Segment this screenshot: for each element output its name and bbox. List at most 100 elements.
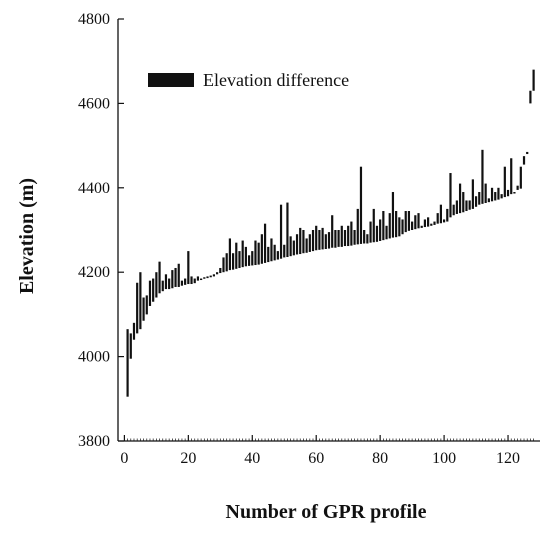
range-bar <box>324 234 327 249</box>
range-bar <box>353 230 356 245</box>
x-tick-label: 20 <box>180 450 196 467</box>
range-bar <box>161 280 164 292</box>
y-tick-label: 4200 <box>78 264 110 281</box>
range-bar <box>436 213 439 224</box>
range-bar <box>529 90 532 104</box>
range-bar <box>484 183 487 203</box>
y-tick-label: 4000 <box>78 349 110 366</box>
x-tick-label: 0 <box>120 450 128 467</box>
range-bar <box>203 277 206 279</box>
range-bar <box>251 251 254 266</box>
range-bar <box>449 173 452 218</box>
range-bar <box>401 219 404 235</box>
range-bar <box>180 280 184 286</box>
range-bar <box>391 192 395 238</box>
range-bar <box>126 329 129 397</box>
range-bar <box>187 251 190 285</box>
range-bar <box>417 213 420 229</box>
range-bar <box>455 200 458 214</box>
range-bar <box>206 276 209 279</box>
range-bar <box>350 221 353 246</box>
range-bar <box>356 208 359 245</box>
range-bar <box>318 230 321 250</box>
x-tick-label: 60 <box>308 450 324 467</box>
legend-label: Elevation difference <box>203 70 349 90</box>
range-bar <box>139 272 142 330</box>
range-bar <box>411 221 414 230</box>
range-bar <box>423 219 427 228</box>
range-bar <box>212 274 216 277</box>
range-bar <box>190 276 193 285</box>
range-bar <box>331 215 334 248</box>
range-bar <box>506 189 510 197</box>
x-tick-label: 100 <box>432 450 456 467</box>
range-bar <box>363 230 366 244</box>
range-bar <box>238 251 241 268</box>
y-axis-title: Elevation (m) <box>16 178 38 294</box>
range-bar <box>302 230 305 254</box>
range-bar <box>369 221 372 243</box>
range-bar <box>414 215 417 230</box>
legend: Elevation difference <box>148 70 349 90</box>
range-bar <box>430 223 433 226</box>
range-bar <box>321 227 324 250</box>
range-bar <box>366 234 369 244</box>
range-bar <box>279 204 283 259</box>
range-bar <box>257 242 260 265</box>
range-bar <box>222 257 225 273</box>
range-bar <box>478 192 481 205</box>
range-bar <box>522 156 526 165</box>
range-bar <box>305 238 308 253</box>
range-bar <box>263 223 267 263</box>
range-bar <box>395 211 398 238</box>
x-axis-title: Number of GPR profile <box>226 501 427 523</box>
range-bar <box>158 261 161 294</box>
x-tick-label: 80 <box>372 450 388 467</box>
range-bar <box>462 192 465 213</box>
range-bar <box>420 225 423 228</box>
range-bar <box>196 276 200 281</box>
range-bar <box>267 246 270 263</box>
range-bar <box>404 211 407 233</box>
range-bar <box>513 192 516 194</box>
range-bar <box>260 234 263 264</box>
x-tick-label: 120 <box>496 450 520 467</box>
range-bar <box>235 242 238 269</box>
range-bar <box>129 333 132 359</box>
range-bar <box>315 225 318 251</box>
range-bar <box>452 204 455 216</box>
range-bar <box>209 275 212 278</box>
range-bar <box>497 187 500 200</box>
range-bar <box>427 217 430 227</box>
range-bar <box>148 280 152 306</box>
range-bar <box>439 204 442 224</box>
range-bar <box>308 234 311 252</box>
range-bar <box>372 208 375 243</box>
range-bars <box>126 69 535 397</box>
range-bar <box>347 225 350 247</box>
range-bar <box>388 213 391 239</box>
range-bar <box>244 246 247 267</box>
range-bar <box>442 219 446 223</box>
x-tick-label: 40 <box>244 450 260 467</box>
range-bar <box>145 295 148 315</box>
range-bar <box>327 232 331 249</box>
range-bar <box>295 234 299 255</box>
range-bar <box>231 253 235 270</box>
range-bar <box>468 200 471 210</box>
range-bar <box>292 240 295 256</box>
range-bar <box>136 282 139 334</box>
range-bar <box>516 185 519 190</box>
range-bar <box>228 238 231 271</box>
range-bar <box>168 278 171 290</box>
range-bar <box>219 267 222 274</box>
y-tick-label: 3800 <box>78 433 110 450</box>
range-bar <box>446 208 449 222</box>
range-bar <box>382 211 385 241</box>
range-bar <box>398 217 401 237</box>
y-tick-label: 4600 <box>78 95 110 112</box>
range-bar <box>184 278 187 285</box>
range-bar <box>340 225 343 247</box>
range-bar <box>519 166 522 189</box>
range-bar <box>494 192 497 201</box>
